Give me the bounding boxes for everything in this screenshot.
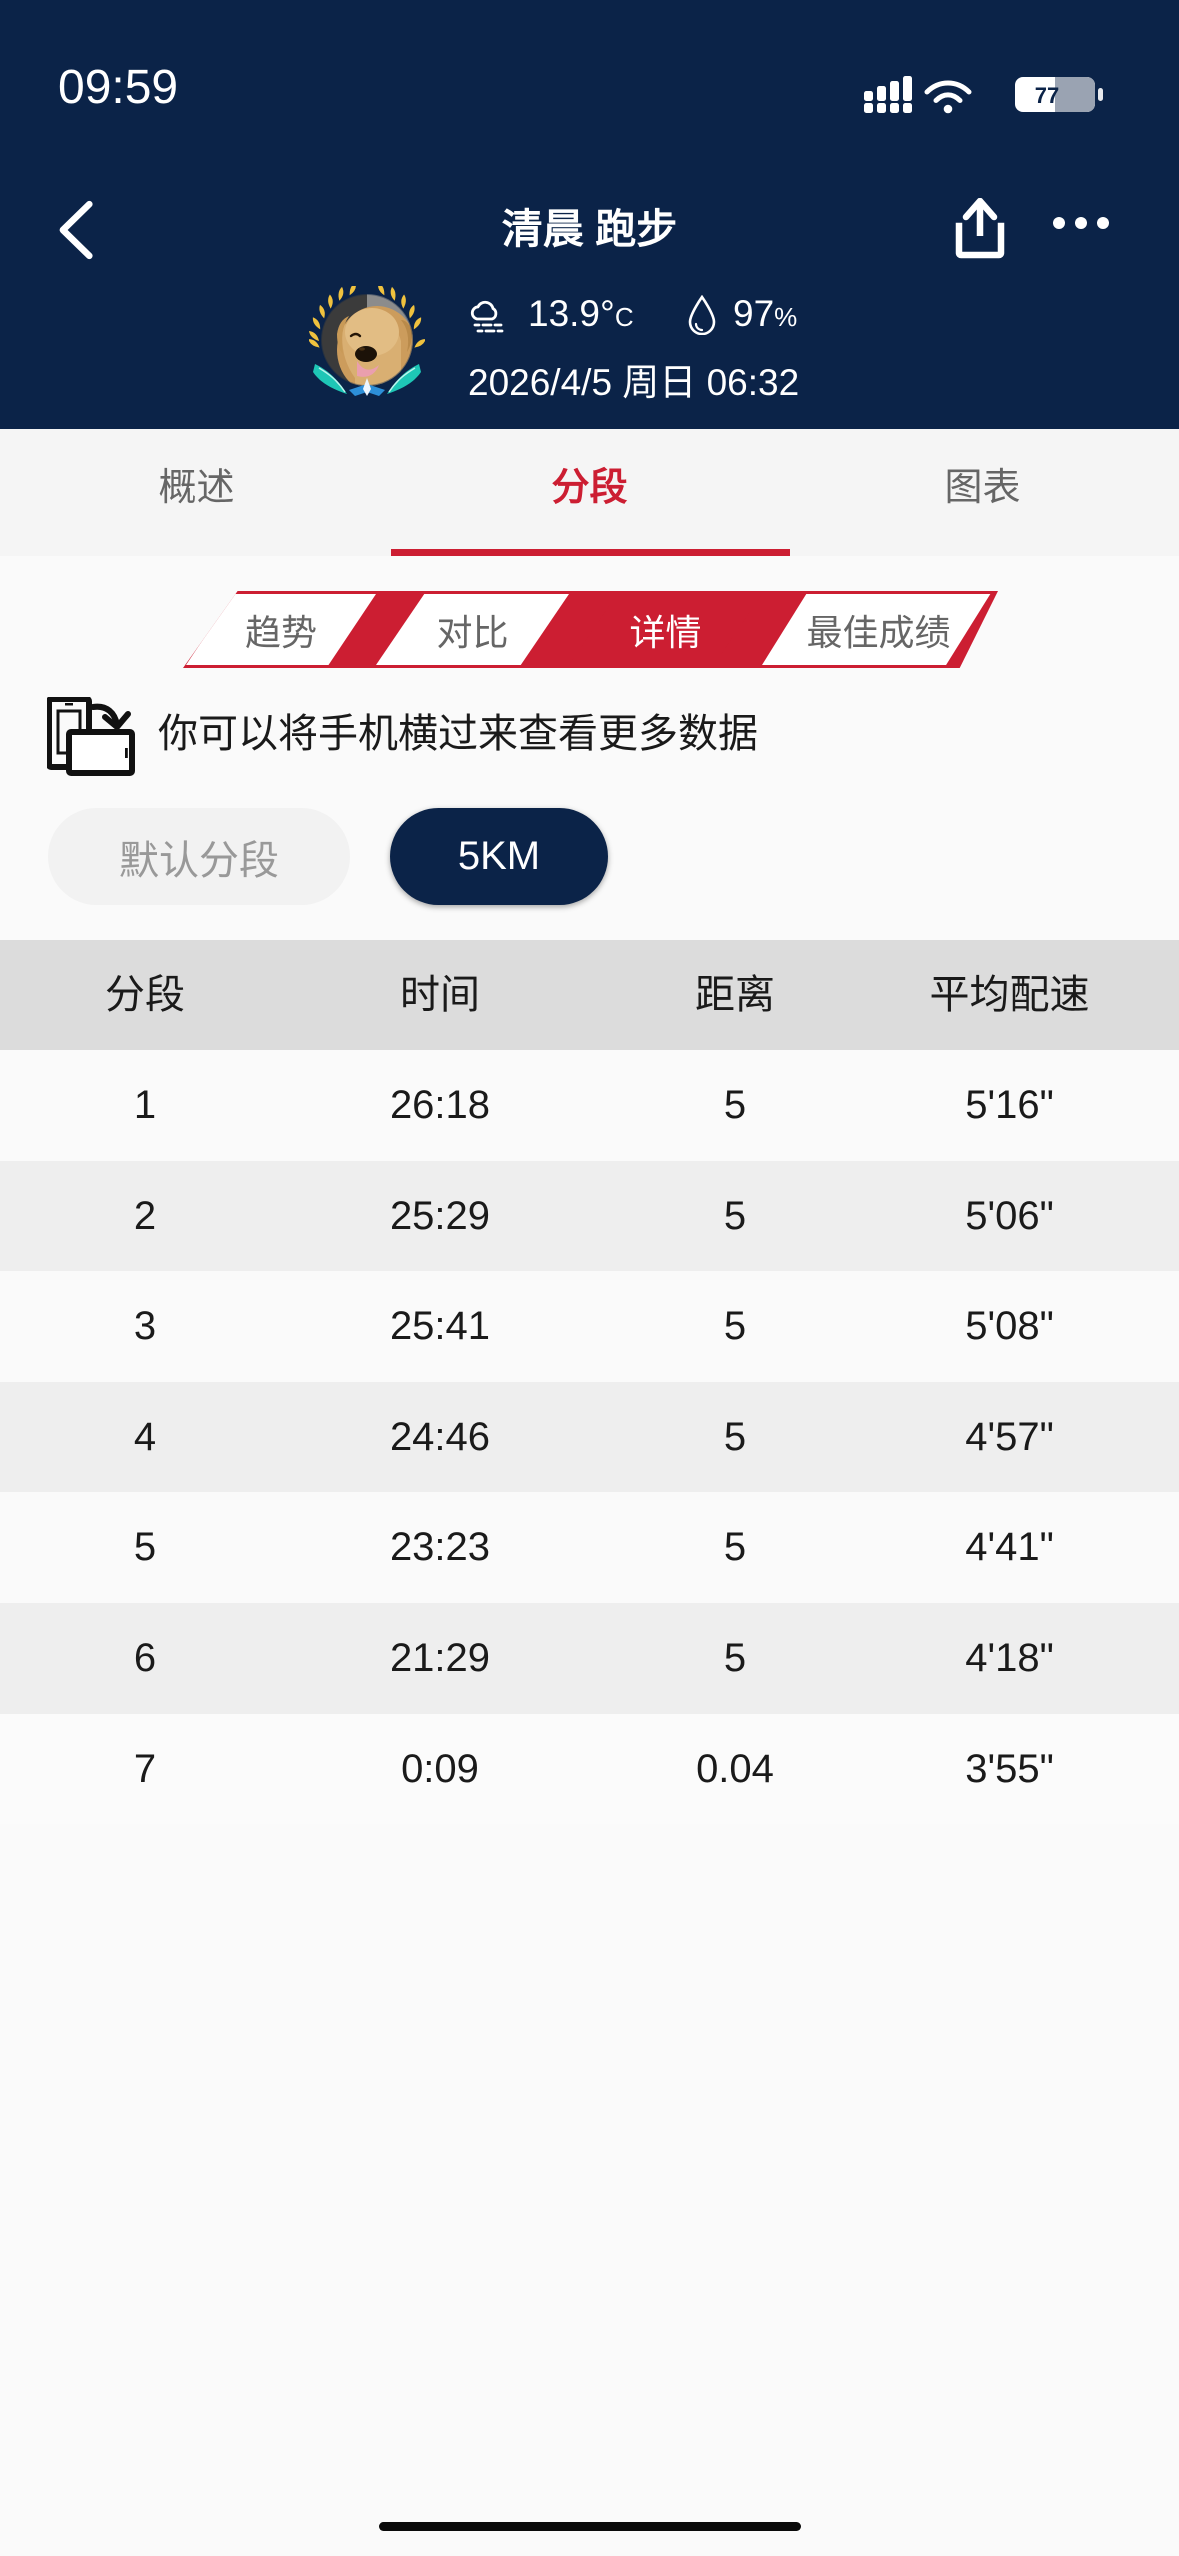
svg-text:77: 77 [1035, 83, 1059, 108]
